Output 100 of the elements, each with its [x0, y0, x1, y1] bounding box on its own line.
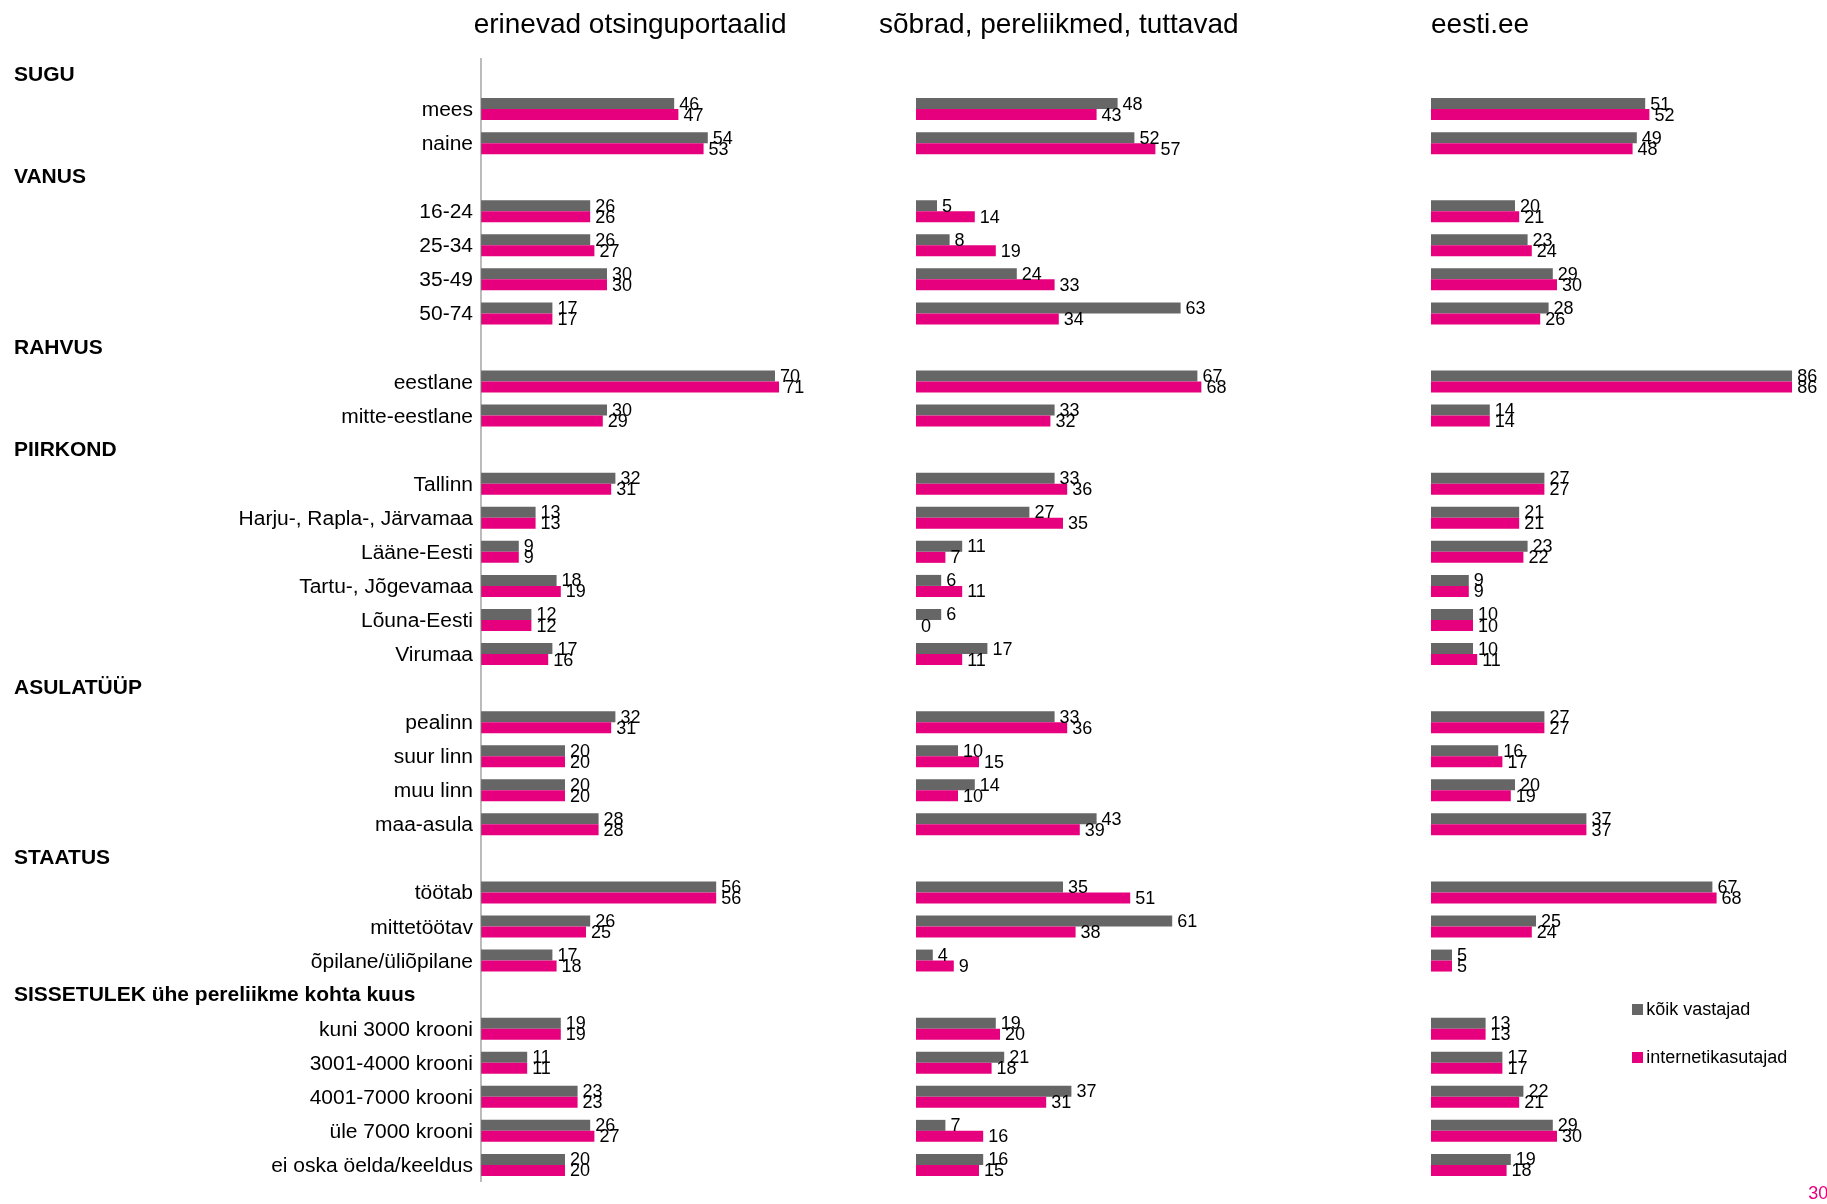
bar	[1431, 540, 1528, 552]
y-tick-label: 50-74	[419, 301, 474, 325]
data-label: 61	[1177, 911, 1198, 932]
bar	[916, 313, 1059, 325]
bar	[916, 551, 946, 563]
bar	[1431, 381, 1793, 393]
bar	[916, 234, 950, 246]
bar	[1431, 960, 1452, 972]
bar	[480, 960, 557, 972]
legend-label: internetikasutajad	[1646, 1046, 1788, 1068]
bar	[916, 1153, 984, 1165]
y-tick-label: Tallinn	[413, 471, 473, 495]
data-label: 57	[1160, 138, 1181, 159]
bar	[1431, 472, 1545, 484]
bar	[1431, 279, 1557, 291]
bar	[1431, 506, 1520, 518]
bar	[916, 472, 1055, 484]
bar	[916, 585, 963, 597]
bar	[480, 109, 679, 121]
bar	[1431, 313, 1541, 325]
bar	[916, 1017, 996, 1029]
bar	[480, 824, 599, 836]
bar	[916, 813, 1097, 825]
bar	[916, 517, 1063, 529]
y-tick-label: muu linn	[393, 778, 473, 802]
bar	[480, 1085, 578, 1097]
bar	[1431, 1017, 1486, 1029]
bar	[1431, 1085, 1524, 1097]
data-label: 19	[1000, 240, 1021, 261]
y-tick-label: pealinn	[405, 710, 473, 734]
bar	[1431, 1051, 1503, 1063]
data-label: 16	[988, 1126, 1009, 1147]
legend-label: kõik vastajad	[1646, 998, 1751, 1020]
bar	[480, 234, 591, 246]
bar	[1431, 234, 1528, 246]
text: ASULATÜÜP	[14, 675, 142, 700]
y-tick-label: Lääne-Eesti	[360, 539, 473, 563]
data-label: 8	[954, 229, 965, 250]
data-label: 11	[967, 536, 986, 557]
data-label: 33	[1059, 274, 1080, 295]
text: VANUS	[14, 164, 86, 189]
y-tick-label: maa-asula	[375, 812, 474, 836]
bar	[480, 1062, 528, 1074]
data-label: 35	[1068, 513, 1089, 534]
bar	[1431, 585, 1469, 597]
bar	[1431, 200, 1515, 212]
bar	[916, 790, 958, 802]
bar	[916, 245, 996, 257]
data-label: 43	[1101, 104, 1122, 125]
bar	[480, 404, 607, 416]
bar	[916, 643, 988, 655]
y-tick-label: Tartu-, Jõgevamaa	[299, 573, 474, 597]
y-tick-label: suur linn	[393, 744, 473, 768]
data-label: 11	[967, 649, 986, 670]
bar	[480, 245, 595, 257]
bar	[480, 813, 599, 825]
data-label: 6	[946, 570, 957, 591]
bar	[480, 483, 612, 495]
bar	[916, 574, 942, 586]
data-label: 37	[1076, 1081, 1097, 1102]
bar	[916, 483, 1068, 495]
bar	[480, 1051, 528, 1063]
bar	[1431, 654, 1478, 666]
bar	[1431, 779, 1515, 791]
bar	[480, 268, 607, 280]
bar	[1431, 926, 1532, 938]
bar	[916, 926, 1076, 938]
bar	[480, 892, 717, 904]
y-tick-label: mitte-eestlane	[341, 403, 473, 427]
bar	[916, 109, 1097, 121]
bar	[480, 370, 775, 382]
bar	[1431, 98, 1646, 110]
bar	[480, 381, 780, 393]
bar	[480, 1028, 561, 1040]
y-tick-label: õpilane/üliõpilane	[310, 948, 473, 972]
bar	[1431, 892, 1717, 904]
data-label: 10	[963, 740, 984, 761]
y-tick-label: kuni 3000 krooni	[318, 1016, 473, 1040]
data-label: 38	[1080, 922, 1101, 943]
bar	[1431, 619, 1473, 631]
bar	[480, 722, 612, 734]
bar	[916, 915, 1173, 927]
data-label: 35	[1068, 876, 1089, 897]
y-tick-label: Harju-, Rapla-, Järvamaa	[238, 505, 474, 529]
data-label: 0	[921, 615, 932, 636]
y-tick-label: töötab	[414, 880, 473, 904]
bar	[480, 517, 536, 529]
bar	[1431, 881, 1713, 893]
text: 30	[1808, 1183, 1827, 1204]
bar	[1431, 722, 1545, 734]
y-tick-label: üle 7000 krooni	[329, 1118, 473, 1142]
bar	[480, 211, 591, 223]
bar	[1431, 404, 1490, 416]
data-label: 15	[984, 751, 1005, 772]
bar	[480, 302, 553, 314]
text: SISSETULEK ühe pereliikme kohta kuus	[14, 981, 416, 1006]
bar	[1431, 824, 1587, 836]
y-tick-label: 25-34	[419, 233, 474, 257]
bar	[1431, 915, 1536, 927]
bar	[916, 756, 979, 768]
